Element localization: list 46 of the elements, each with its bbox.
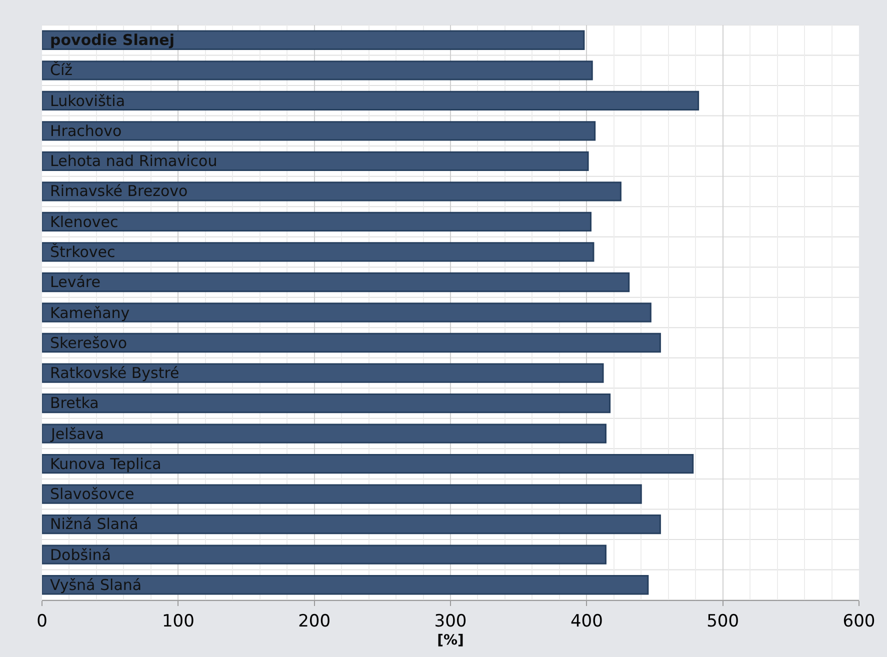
- bar: [42, 332, 661, 353]
- y-tick-label: Kunova Teplica: [50, 455, 162, 473]
- y-tick-label: Lukovištia: [50, 92, 126, 110]
- y-tick-label: Jelšava: [50, 425, 104, 443]
- y-tick-label: Ratkovské Bystré: [50, 364, 180, 382]
- bar: [42, 454, 694, 474]
- y-tick-label: Leváre: [50, 273, 100, 291]
- y-tick-label: Kameňany: [50, 304, 130, 322]
- x-tick-label: 600: [842, 611, 876, 632]
- bar: [42, 242, 594, 262]
- bar: [42, 30, 585, 50]
- x-tick-label: 400: [570, 611, 603, 632]
- bar: [42, 424, 606, 444]
- x-tick-label: 100: [162, 611, 194, 632]
- bar: [42, 272, 630, 292]
- bar: [42, 393, 611, 414]
- bar: [42, 60, 593, 80]
- x-axis-title: [%]: [437, 632, 464, 649]
- x-tick-label: 200: [298, 611, 331, 632]
- y-tick-label: Číž: [50, 61, 73, 79]
- y-tick-label: Hrachovo: [50, 122, 122, 140]
- bar: [42, 151, 589, 172]
- bar: [42, 302, 652, 322]
- x-tick-label: 0: [36, 611, 48, 632]
- y-tick-label: Štrkovec: [50, 243, 116, 261]
- bar: [42, 575, 649, 595]
- y-tick-label: Nižná Slaná: [50, 515, 138, 533]
- bar: [42, 121, 596, 141]
- y-tick-label: Klenovec: [50, 213, 118, 231]
- y-tick-label: Vyšná Slaná: [50, 576, 142, 594]
- bar: [42, 212, 592, 232]
- bar: [42, 363, 604, 383]
- y-tick-label: Rimavské Brezovo: [50, 182, 188, 200]
- x-tick-label: 300: [434, 611, 467, 632]
- bar: [42, 544, 606, 564]
- y-tick-label: Lehota nad Rimavicou: [50, 152, 218, 170]
- x-tick-label: 500: [706, 611, 740, 632]
- y-tick-label: Slavošovce: [50, 485, 134, 503]
- bar: [42, 514, 661, 534]
- y-tick-label: Bretka: [50, 394, 99, 412]
- y-tick-label: Dobšiná: [50, 546, 111, 564]
- y-tick-label: Skerešovo: [50, 334, 128, 352]
- bar: [42, 90, 700, 110]
- bar: [42, 484, 642, 504]
- y-tick-label: povodie Slanej: [50, 31, 174, 49]
- bar: [42, 182, 622, 202]
